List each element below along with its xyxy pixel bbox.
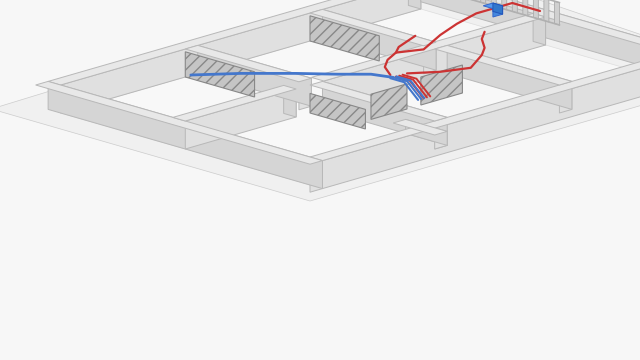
Polygon shape bbox=[186, 89, 296, 149]
Polygon shape bbox=[48, 81, 323, 189]
Polygon shape bbox=[310, 81, 447, 121]
Polygon shape bbox=[61, 9, 640, 185]
Polygon shape bbox=[554, 1, 559, 25]
Polygon shape bbox=[481, 0, 486, 4]
Polygon shape bbox=[435, 45, 572, 85]
Polygon shape bbox=[492, 0, 496, 7]
Polygon shape bbox=[408, 0, 421, 9]
Polygon shape bbox=[173, 85, 296, 121]
Polygon shape bbox=[512, 0, 517, 13]
Polygon shape bbox=[493, 6, 502, 17]
Polygon shape bbox=[523, 0, 528, 16]
Polygon shape bbox=[406, 120, 447, 145]
Polygon shape bbox=[186, 45, 312, 82]
Polygon shape bbox=[312, 13, 545, 81]
Polygon shape bbox=[393, 120, 447, 135]
Polygon shape bbox=[186, 52, 255, 97]
Polygon shape bbox=[435, 117, 447, 149]
Polygon shape bbox=[408, 0, 640, 57]
Polygon shape bbox=[493, 3, 502, 14]
Polygon shape bbox=[323, 9, 436, 70]
Polygon shape bbox=[324, 17, 545, 109]
Polygon shape bbox=[310, 93, 365, 129]
Polygon shape bbox=[470, 0, 475, 1]
Polygon shape bbox=[310, 9, 436, 46]
Polygon shape bbox=[36, 81, 323, 164]
Polygon shape bbox=[424, 42, 436, 74]
Polygon shape bbox=[533, 13, 545, 45]
Polygon shape bbox=[371, 84, 407, 120]
Polygon shape bbox=[533, 0, 538, 19]
Polygon shape bbox=[284, 85, 296, 117]
Polygon shape bbox=[447, 45, 572, 109]
Polygon shape bbox=[198, 45, 312, 106]
Polygon shape bbox=[435, 131, 447, 149]
Polygon shape bbox=[544, 0, 549, 22]
Polygon shape bbox=[502, 0, 507, 10]
Polygon shape bbox=[61, 0, 421, 113]
Polygon shape bbox=[323, 81, 447, 145]
Polygon shape bbox=[0, 0, 640, 201]
Polygon shape bbox=[559, 81, 572, 113]
Polygon shape bbox=[48, 0, 421, 85]
Polygon shape bbox=[421, 0, 640, 81]
Polygon shape bbox=[483, 3, 502, 9]
Polygon shape bbox=[310, 161, 323, 192]
Polygon shape bbox=[299, 78, 312, 110]
Polygon shape bbox=[310, 53, 640, 161]
Polygon shape bbox=[421, 65, 463, 105]
Polygon shape bbox=[310, 16, 380, 61]
Polygon shape bbox=[323, 57, 640, 189]
